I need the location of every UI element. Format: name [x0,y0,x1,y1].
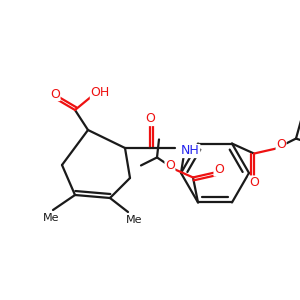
Text: Me: Me [126,215,142,225]
Text: O: O [50,88,60,100]
Text: O: O [276,138,286,151]
Text: OH: OH [90,85,110,98]
Text: O: O [145,112,155,125]
Text: O: O [249,176,259,189]
Text: Me: Me [43,213,59,223]
Text: O: O [214,163,224,176]
Text: O: O [165,159,175,172]
Text: NH: NH [181,145,200,158]
